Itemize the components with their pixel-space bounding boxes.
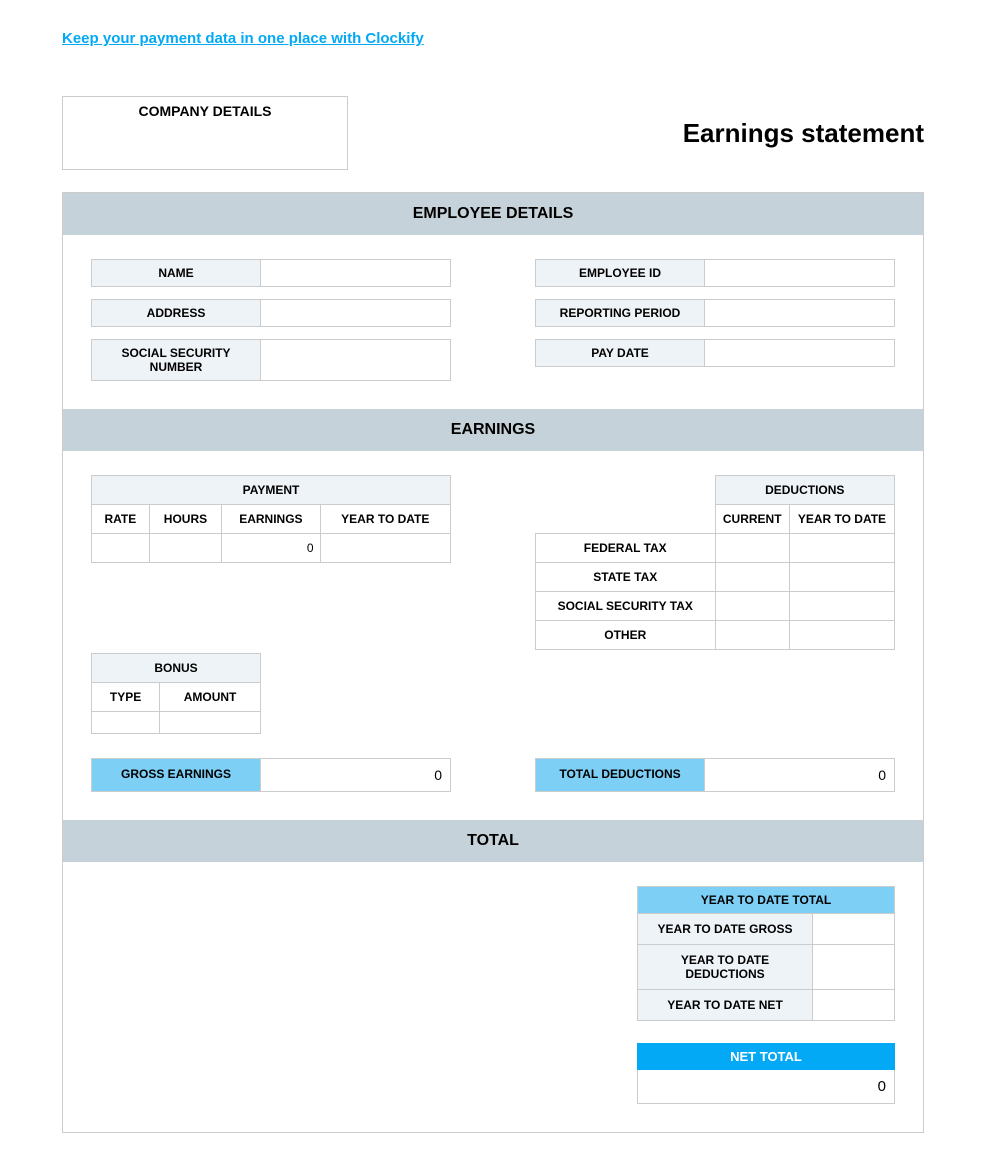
ded-current-3[interactable] [715,592,789,621]
col-bonus-amount: AMOUNT [160,683,261,712]
deduction-row: FEDERAL TAX [536,534,895,563]
field-address: ADDRESS [91,299,451,327]
payment-header: PAYMENT [92,476,451,505]
col-hours: HOURS [149,505,222,534]
field-employee-id: EMPLOYEE ID [535,259,895,287]
section-header-earnings: EARNINGS [63,409,923,451]
value-name[interactable] [261,259,451,287]
promo-link[interactable]: Keep your payment data in one place with… [62,30,424,47]
value-pay-date[interactable] [705,339,895,367]
page-title: Earnings statement [683,118,924,149]
ytd-gross-label: YEAR TO DATE GROSS [637,914,813,945]
section-header-total: TOTAL [63,820,923,862]
value-ssn[interactable] [261,339,451,381]
ytd-total-box: YEAR TO DATE TOTAL YEAR TO DATE GROSS YE… [637,886,895,1104]
bonus-row [92,712,261,734]
net-total-value: 0 [637,1070,895,1104]
payment-table: PAYMENT RATE HOURS EARNINGS YEAR TO DATE… [91,475,451,563]
ytd-deductions-label: YEAR TO DATE DEDUCTIONS [637,945,813,990]
deductions-header: DEDUCTIONS [715,476,895,505]
deduction-row: SOCIAL SECURITY TAX [536,592,895,621]
ytd-net-label: YEAR TO DATE NET [637,990,813,1021]
field-ssn: SOCIAL SECURITY NUMBER [91,339,451,381]
ded-label-4: OTHER [536,621,716,650]
section-header-employee: EMPLOYEE DETAILS [63,193,923,235]
ded-current-2[interactable] [715,563,789,592]
deductions-total-label: TOTAL DEDUCTIONS [535,758,705,792]
ded-ytd-2[interactable] [789,563,894,592]
ytd-deductions-value[interactable] [813,945,895,990]
ded-current-4[interactable] [715,621,789,650]
statement-container: EMPLOYEE DETAILS NAME ADDRESS SOCIAL SEC… [62,192,924,1133]
net-total-label: NET TOTAL [637,1043,895,1070]
col-earnings: EARNINGS [222,505,320,534]
label-employee-id: EMPLOYEE ID [535,259,705,287]
ded-ytd-1[interactable] [789,534,894,563]
cell-bonus-amount[interactable] [160,712,261,734]
col-ded-ytd: YEAR TO DATE [789,505,894,534]
field-pay-date: PAY DATE [535,339,895,367]
bonus-header: BONUS [92,654,261,683]
cell-rate[interactable] [92,534,150,563]
field-name: NAME [91,259,451,287]
field-reporting-period: REPORTING PERIOD [535,299,895,327]
deductions-total-value: 0 [705,758,895,792]
deduction-row: STATE TAX [536,563,895,592]
ded-label-1: FEDERAL TAX [536,534,716,563]
label-reporting-period: REPORTING PERIOD [535,299,705,327]
col-ytd: YEAR TO DATE [320,505,450,534]
cell-hours[interactable] [149,534,222,563]
ded-ytd-3[interactable] [789,592,894,621]
gross-value: 0 [261,758,451,792]
label-name: NAME [91,259,261,287]
cell-earnings[interactable]: 0 [222,534,320,563]
company-details-box: COMPANY DETAILS [62,96,348,170]
bonus-table: BONUS TYPE AMOUNT [91,653,261,734]
total-deductions-summary: TOTAL DEDUCTIONS 0 [535,758,895,792]
value-address[interactable] [261,299,451,327]
label-address: ADDRESS [91,299,261,327]
deductions-table: DEDUCTIONS CURRENT YEAR TO DATE FEDERAL … [535,475,895,650]
ded-label-2: STATE TAX [536,563,716,592]
gross-earnings-summary: GROSS EARNINGS 0 [91,758,451,792]
ytd-gross-value[interactable] [813,914,895,945]
col-ded-current: CURRENT [715,505,789,534]
cell-bonus-type[interactable] [92,712,160,734]
label-ssn: SOCIAL SECURITY NUMBER [91,339,261,381]
cell-ytd[interactable] [320,534,450,563]
deduction-row: OTHER [536,621,895,650]
col-rate: RATE [92,505,150,534]
ded-current-1[interactable] [715,534,789,563]
payment-row: 0 [92,534,451,563]
label-pay-date: PAY DATE [535,339,705,367]
col-bonus-type: TYPE [92,683,160,712]
value-reporting-period[interactable] [705,299,895,327]
ded-ytd-4[interactable] [789,621,894,650]
ded-label-3: SOCIAL SECURITY TAX [536,592,716,621]
gross-label: GROSS EARNINGS [91,758,261,792]
ytd-header: YEAR TO DATE TOTAL [637,886,895,914]
ytd-net-value[interactable] [813,990,895,1021]
value-employee-id[interactable] [705,259,895,287]
